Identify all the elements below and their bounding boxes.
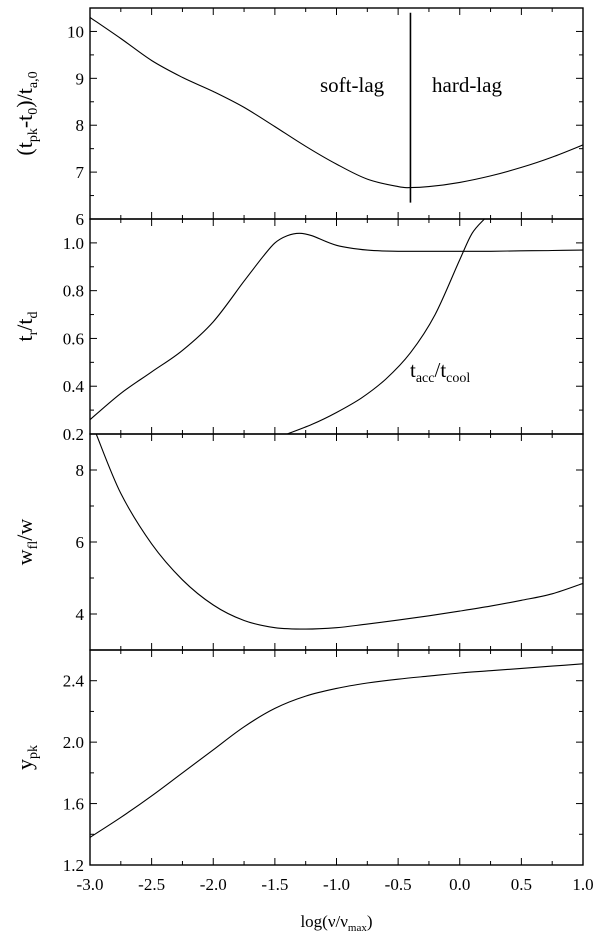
y-axis-label-part: )/t	[12, 88, 37, 108]
plot-frame	[89, 649, 584, 866]
y-axis-label-part: pk	[26, 128, 41, 142]
tacc-tcool-label-part: cool	[446, 371, 470, 386]
x-tick-label: 0.0	[449, 875, 470, 894]
x-axis-label: log(ν/νmax)	[300, 912, 372, 934]
y-tick-label: 7	[76, 163, 85, 182]
x-tick-label: 1.0	[572, 875, 593, 894]
y-axis-label-part: /t	[12, 318, 37, 330]
y-tick-label: 2.0	[63, 733, 84, 752]
y-axis-label-part: w	[12, 549, 37, 565]
y-axis-label-part: 0	[26, 108, 41, 115]
tacc-tcool-label-part: /t	[435, 358, 447, 382]
series-line-0	[95, 434, 583, 630]
y-axis-label: wfl/w	[12, 519, 41, 566]
y-axis-label-part: d	[26, 311, 41, 318]
y-tick-label: 0.2	[63, 425, 84, 444]
y-tick-label: 0.8	[63, 282, 84, 301]
hard-lag-label: hard-lag	[432, 73, 502, 97]
y-tick-label: 0.6	[63, 329, 84, 348]
y-tick-label: 10	[67, 22, 84, 41]
x-tick-label: -2.5	[138, 875, 165, 894]
panel-wfl-w: 4 6 8 wfl/w	[12, 433, 584, 651]
x-axis-label-part: )	[367, 912, 373, 931]
y-axis-label-part: a,0	[26, 71, 41, 88]
y-axis-label: ypk	[12, 745, 41, 770]
y-tick-label: 0.4	[63, 377, 85, 396]
x-axis-label-part: log(ν/ν	[300, 912, 348, 931]
series-line-0	[90, 663, 583, 838]
x-tick-label: -1.0	[323, 875, 350, 894]
y-tick-label: 2.4	[63, 672, 85, 691]
x-tick-label: -1.5	[261, 875, 288, 894]
tacc-tcool-label-part: t	[410, 358, 416, 382]
y-axis-label-part: y	[12, 759, 37, 770]
y-axis-label-part: pk	[26, 745, 41, 759]
y-tick-label: 9	[76, 69, 85, 88]
y-tick-label: 8	[76, 116, 85, 135]
y-tick-label: 1.6	[63, 795, 84, 814]
y-axis-label-part: -t	[12, 115, 37, 128]
y-tick-label: 6	[76, 210, 85, 229]
y-axis-label-part: t	[12, 335, 37, 341]
series-line-0	[90, 16, 583, 189]
y-axis-label: (tpk-t0)/ta,0	[12, 71, 41, 155]
y-tick-label: 1.2	[63, 856, 84, 875]
plot-frame	[89, 433, 584, 651]
y-axis-label: tr/td	[12, 311, 41, 341]
x-tick-label: 0.5	[511, 875, 532, 894]
plot-frame	[89, 7, 584, 220]
soft-lag-label: soft-lag	[320, 73, 385, 97]
panel-ypk: 1.2 1.6 2.0 2.4 ypk -3.0 -2.5 -2.0 -1.5 -1.0 -0.5 0…	[12, 649, 594, 934]
y-tick-label: 6	[76, 533, 85, 552]
y-tick-label: 8	[76, 461, 85, 480]
series-line-0	[90, 232, 583, 421]
x-tick-label: -2.0	[200, 875, 227, 894]
y-tick-label: 1.0	[63, 234, 84, 253]
y-axis-label-part: /w	[12, 519, 37, 541]
tacc-tcool-label: tacc/tcool	[410, 358, 470, 386]
x-tick-label: -3.0	[77, 875, 104, 894]
y-tick-label: 4	[76, 605, 85, 624]
x-axis-label-part: max	[348, 922, 367, 934]
panel-tpk-ratio: 6 7 8 9 10 (tpk-t0)/ta,0 soft-lag hard-lag	[12, 7, 584, 229]
series-line-1	[287, 219, 485, 434]
x-tick-label: -0.5	[385, 875, 412, 894]
y-axis-label-part: r	[26, 330, 41, 335]
tacc-tcool-label-part: acc	[416, 371, 435, 386]
y-axis-label-part: fl	[26, 541, 41, 550]
y-axis-label-part: (t	[12, 142, 37, 155]
